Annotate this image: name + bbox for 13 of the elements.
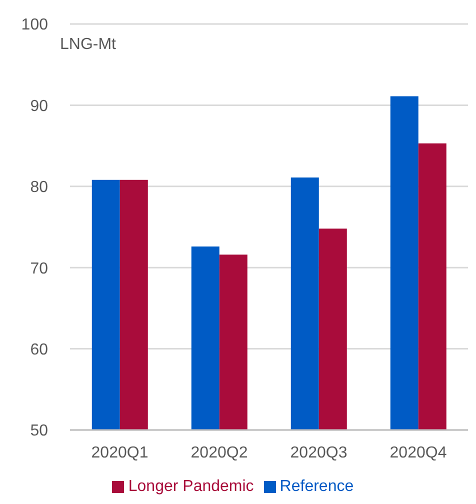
legend-label: Longer Pandemic <box>128 478 254 495</box>
y-tick-label: 50 <box>30 422 48 440</box>
x-tick-label: 2020Q2 <box>190 444 248 462</box>
legend-label: Reference <box>280 478 354 495</box>
y-tick-label: 60 <box>30 341 48 358</box>
y-tick-label: 100 <box>21 16 48 34</box>
x-tick-label: 2020Q4 <box>390 444 447 462</box>
y-tick-label: 90 <box>30 98 48 115</box>
x-tick-label: 2020Q1 <box>91 444 148 462</box>
y-tick-label: 70 <box>30 260 48 278</box>
y-axis-title: LNG-Mt <box>60 36 116 54</box>
x-tick-label: 2020Q3 <box>290 444 348 462</box>
y-tick-label: 80 <box>30 179 48 196</box>
